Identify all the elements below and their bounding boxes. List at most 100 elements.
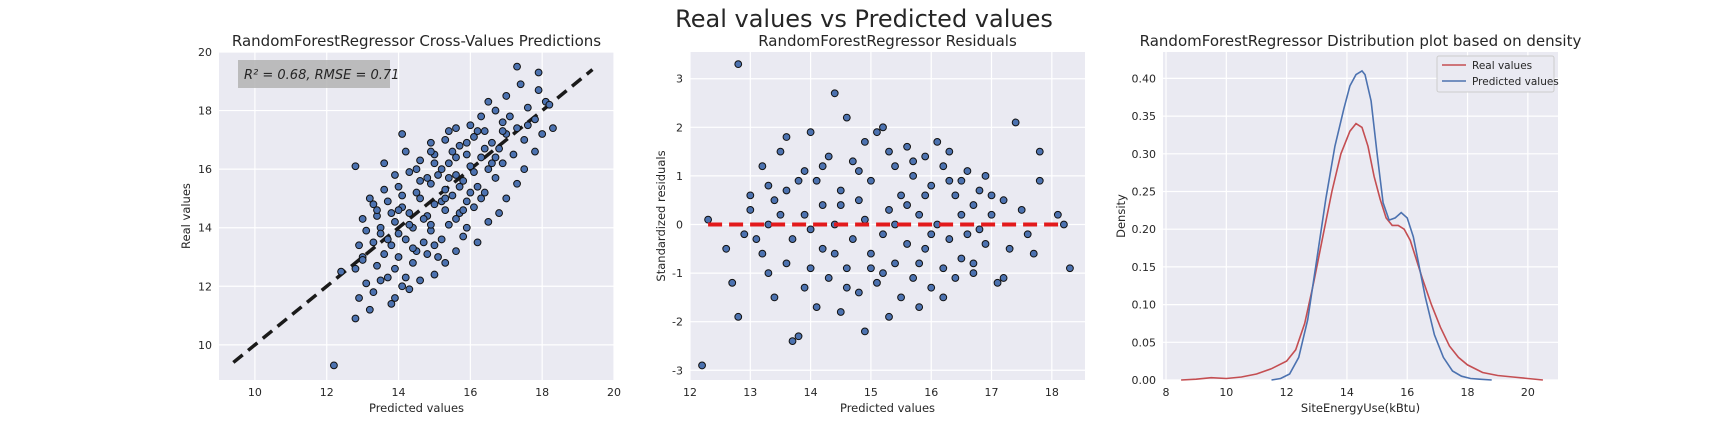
data-point — [945, 235, 954, 243]
data-point — [430, 270, 439, 279]
data-point — [818, 244, 827, 253]
data-point — [337, 267, 345, 276]
y-tick-label: 1 — [676, 170, 683, 183]
data-point — [860, 215, 869, 224]
data-point — [927, 181, 936, 190]
data-point — [520, 165, 529, 174]
data-point — [897, 191, 905, 200]
data-point — [401, 147, 410, 156]
legend-label-real: Real values — [1472, 60, 1532, 72]
data-point — [509, 150, 518, 159]
data-point — [860, 327, 869, 336]
data-point — [704, 215, 712, 224]
data-point — [383, 197, 392, 206]
data-point — [387, 241, 396, 250]
data-point — [520, 135, 529, 144]
data-point — [491, 153, 500, 162]
y-tick-label: 0.00 — [1132, 374, 1157, 387]
y-tick-label: 2 — [676, 121, 683, 134]
panel-density: 8 10 12 14 16 18 20 0.00 0.05 0.10 0.15 0.20 0.25 0.3… — [1114, 32, 1581, 415]
data-point — [398, 130, 407, 138]
data-point — [466, 188, 475, 197]
data-point — [401, 273, 410, 282]
data-point — [848, 235, 857, 243]
data-point — [867, 176, 875, 185]
data-point — [391, 217, 399, 226]
data-point — [842, 113, 851, 122]
data-point — [842, 264, 851, 273]
legend-box — [1436, 55, 1555, 93]
data-point — [836, 186, 845, 195]
data-point — [963, 230, 972, 239]
y-tick-label: 0.15 — [1132, 261, 1157, 274]
data-point — [993, 278, 1002, 287]
data-point — [939, 293, 948, 302]
y-tick-label: 14 — [198, 222, 212, 235]
data-point — [549, 124, 557, 133]
data-point — [437, 235, 446, 244]
data-point — [495, 209, 503, 217]
data-point — [987, 210, 996, 219]
data-point — [502, 92, 511, 100]
data-point — [776, 210, 785, 219]
x-tick-label: 12 — [1280, 386, 1294, 399]
data-point — [491, 106, 500, 115]
density-lines — [1181, 69, 1543, 381]
data-point — [824, 274, 833, 282]
x-axis-label-3: SiteEnergyUse(kBtu) — [1301, 401, 1420, 415]
data-point — [351, 264, 360, 273]
data-point — [915, 259, 924, 268]
data-point — [423, 250, 432, 258]
data-point — [800, 167, 809, 175]
data-point — [879, 269, 887, 277]
data-point — [441, 194, 450, 203]
data-point — [806, 264, 815, 273]
data-point — [387, 299, 396, 308]
data-point — [466, 162, 475, 171]
data-point — [480, 188, 489, 197]
data-point — [545, 100, 554, 109]
data-point — [412, 165, 421, 174]
data-point — [459, 206, 468, 215]
data-point — [1011, 118, 1020, 127]
gridlines-3 — [1163, 52, 1558, 381]
data-point — [891, 162, 899, 171]
data-point — [330, 361, 338, 370]
x-tick-label: 15 — [864, 386, 878, 399]
data-point — [867, 264, 875, 273]
data-point — [498, 159, 507, 168]
data-point — [380, 250, 389, 258]
x-tick-label: 10 — [248, 386, 262, 399]
data-point — [903, 240, 911, 248]
data-point — [788, 235, 797, 243]
data-point — [391, 171, 399, 179]
x-tick-label: 12 — [320, 386, 334, 399]
data-point — [764, 181, 773, 190]
data-point — [758, 162, 767, 171]
data-point — [1023, 230, 1032, 239]
data-point — [909, 157, 918, 166]
suptitle: Real values vs Predicted values — [675, 5, 1053, 33]
data-point — [409, 244, 417, 253]
data-point — [387, 209, 396, 217]
data-point — [462, 138, 471, 147]
data-point — [945, 176, 954, 185]
data-point — [505, 112, 514, 121]
data-point — [903, 142, 911, 151]
data-point — [764, 220, 773, 229]
data-point — [879, 123, 887, 132]
data-point — [836, 308, 845, 316]
data-point — [854, 196, 863, 205]
data-point — [441, 135, 450, 144]
data-point — [462, 150, 471, 159]
data-point — [903, 201, 911, 209]
data-point — [523, 103, 532, 112]
data-point — [470, 203, 478, 212]
data-point — [885, 312, 893, 321]
x-axis-label-2: Predicted values — [840, 401, 935, 415]
data-point — [466, 121, 475, 130]
x-axis-label-1: Predicted values — [369, 401, 464, 415]
data-point — [915, 303, 924, 312]
data-point — [444, 159, 453, 168]
y-tick-label: 0.25 — [1132, 185, 1157, 198]
